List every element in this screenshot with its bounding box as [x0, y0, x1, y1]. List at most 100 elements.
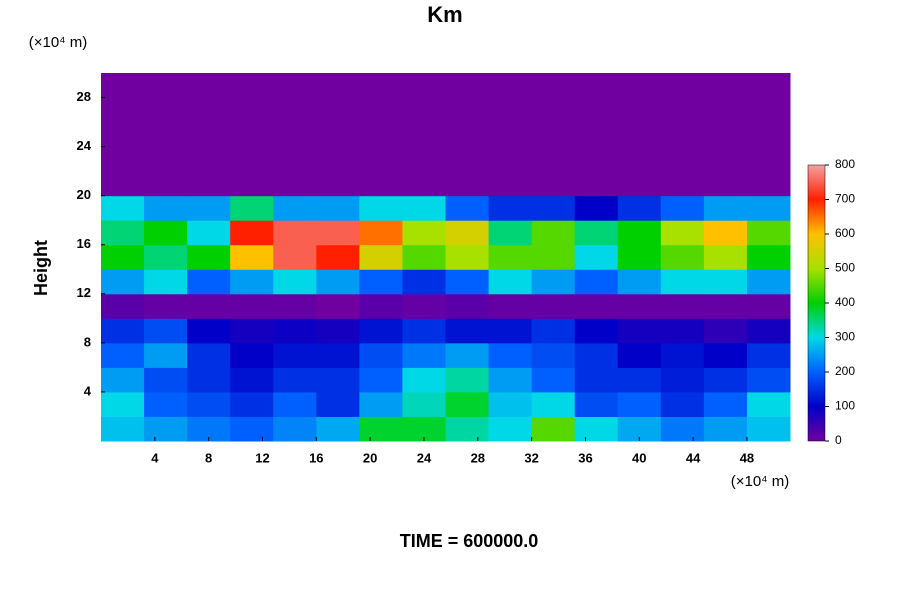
heat-cell: [574, 244, 619, 270]
heat-cell: [574, 97, 619, 123]
heat-cell: [660, 293, 705, 319]
heat-cell: [273, 342, 317, 368]
y-unit: (×10⁴ m): [29, 34, 88, 51]
colorbar-tick-label: 700: [835, 192, 855, 206]
heat-cell: [273, 269, 317, 295]
heat-cell: [101, 195, 145, 221]
x-tick-label: 28: [471, 450, 485, 465]
heat-cell: [660, 171, 705, 197]
heat-cell: [574, 195, 619, 221]
heat-cell: [230, 416, 274, 442]
heat-cell: [187, 318, 231, 344]
heat-cell: [230, 342, 274, 368]
y-tick-label: 12: [77, 285, 91, 300]
heat-cell: [531, 391, 576, 417]
heat-cell: [703, 171, 748, 197]
x-tick-label: 24: [417, 450, 432, 465]
heat-cell: [101, 391, 145, 417]
heat-cell: [574, 367, 619, 393]
heat-cell: [101, 146, 145, 172]
heat-cell: [316, 318, 360, 344]
heat-cell: [660, 367, 705, 393]
heat-cell: [144, 318, 188, 344]
heat-cell: [273, 416, 317, 442]
heat-cell: [230, 367, 274, 393]
heat-cell: [574, 220, 619, 246]
heat-cell: [187, 73, 231, 99]
colorbar-tick-label: 0: [835, 433, 842, 447]
heat-cell: [230, 171, 274, 197]
heat-cell: [488, 171, 533, 197]
heat-cell: [488, 195, 533, 221]
heat-cell: [703, 391, 748, 417]
heat-cell: [574, 318, 619, 344]
heat-cell: [187, 244, 231, 270]
heat-cell: [445, 171, 490, 197]
colorbar-tick-label: 400: [835, 295, 855, 309]
heat-cell: [316, 146, 360, 172]
heat-cell: [273, 318, 317, 344]
x-unit: (×10⁴ m): [731, 473, 790, 490]
heat-cell: [531, 97, 576, 123]
heat-cell: [574, 293, 619, 319]
heat-cell: [445, 342, 490, 368]
heat-cell: [703, 122, 748, 148]
heat-cell: [746, 171, 791, 197]
heat-cell: [746, 97, 791, 123]
x-tick-label: 12: [255, 450, 269, 465]
heat-cell: [445, 416, 490, 442]
heat-cell: [273, 244, 317, 270]
y-tick-label: 20: [77, 187, 91, 202]
heat-cell: [617, 195, 662, 221]
heat-cell: [144, 146, 188, 172]
heat-cell: [273, 122, 317, 148]
heat-cell: [402, 122, 446, 148]
heat-cell: [617, 122, 662, 148]
heat-cell: [617, 244, 662, 270]
heat-cell: [359, 146, 403, 172]
heat-cell: [488, 293, 533, 319]
heat-cell: [144, 122, 188, 148]
heat-cell: [359, 293, 403, 319]
heat-cell: [144, 342, 188, 368]
heat-cell: [660, 195, 705, 221]
heat-cell: [273, 195, 317, 221]
heat-cell: [660, 122, 705, 148]
heat-cell: [703, 416, 748, 442]
heat-cell: [230, 122, 274, 148]
heat-cell: [617, 269, 662, 295]
heat-cell: [531, 269, 576, 295]
heat-cell: [101, 171, 145, 197]
heat-cell: [273, 73, 317, 99]
heat-cell: [101, 318, 145, 344]
heat-cell: [101, 416, 145, 442]
heat-cell: [359, 122, 403, 148]
heat-cell: [617, 73, 662, 99]
heat-cell: [316, 97, 360, 123]
heat-cell: [187, 195, 231, 221]
heat-cell: [359, 269, 403, 295]
heat-cell: [316, 220, 360, 246]
heat-cell: [488, 342, 533, 368]
heat-cell: [746, 318, 791, 344]
heat-cell: [660, 318, 705, 344]
heat-cell: [402, 220, 446, 246]
heat-cell: [746, 416, 791, 442]
heat-cell: [230, 269, 274, 295]
heat-cell: [402, 195, 446, 221]
heat-cell: [703, 195, 748, 221]
heat-cell: [187, 171, 231, 197]
heat-cell: [187, 220, 231, 246]
heat-cell: [746, 269, 791, 295]
heat-cell: [574, 269, 619, 295]
heat-cell: [488, 318, 533, 344]
heat-cell: [660, 269, 705, 295]
heat-cell: [660, 73, 705, 99]
heat-cell: [273, 391, 317, 417]
heat-cell: [703, 342, 748, 368]
heat-cell: [746, 391, 791, 417]
heat-cell: [187, 293, 231, 319]
heat-cell: [531, 195, 576, 221]
heat-cell: [187, 367, 231, 393]
heat-cell: [402, 293, 446, 319]
